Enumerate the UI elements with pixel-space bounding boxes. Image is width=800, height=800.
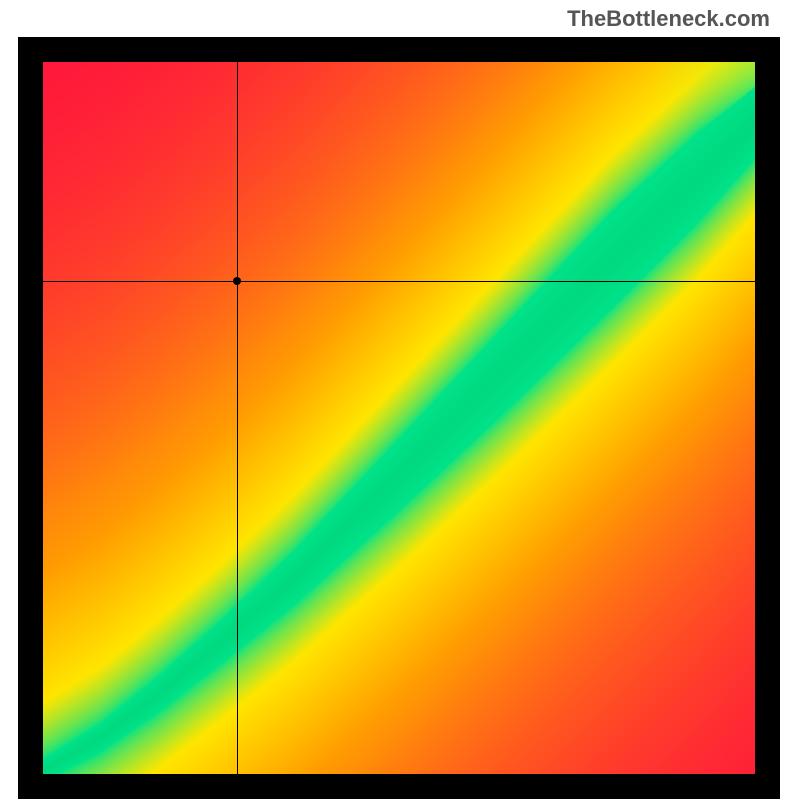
chart-frame: [18, 37, 780, 799]
crosshair-vertical: [237, 62, 238, 774]
crosshair-point: [233, 277, 241, 285]
watermark: TheBottleneck.com: [567, 6, 770, 32]
crosshair-horizontal: [43, 281, 755, 282]
heatmap-canvas: [43, 62, 755, 774]
